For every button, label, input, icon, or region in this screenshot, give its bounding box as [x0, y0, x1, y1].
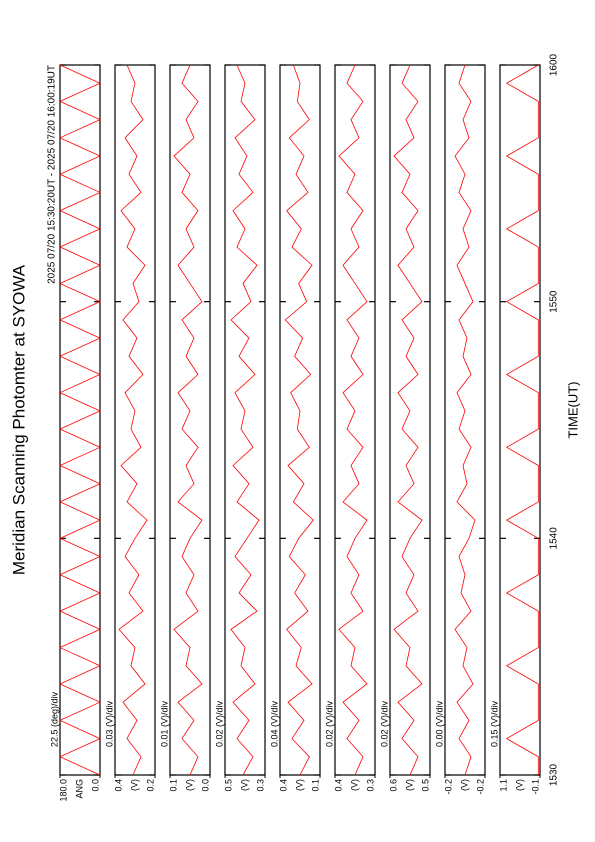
y-tick-label: 0.4 [333, 779, 343, 792]
y-tick-label: 0.5 [420, 779, 430, 792]
panel-frame [334, 64, 376, 776]
y-tick-label: 0.0 [200, 779, 210, 792]
y-tick-label: -0.1 [530, 779, 540, 795]
panel-frame [224, 64, 266, 776]
panel-frame [279, 64, 321, 776]
panel-frame [59, 64, 101, 776]
unit-label: (V) [404, 779, 414, 791]
unit-label: (V) [184, 779, 194, 791]
div-label: 0.02 (V)/div [379, 700, 389, 747]
unit-label: (V) [349, 779, 359, 791]
panel-frame [444, 64, 486, 776]
unit-label: (V) [514, 779, 524, 791]
signal-line [118, 64, 148, 776]
signal-line [230, 64, 260, 776]
y-tick-label: 0.0 [90, 779, 100, 792]
unit-label: (V) [459, 779, 469, 791]
div-label: 0.15 (V)/div [489, 700, 499, 747]
y-tick-label: 0.4 [278, 779, 288, 792]
unit-label: (V) [129, 779, 139, 791]
div-label: 0.03 (V)/div [104, 700, 114, 747]
x-tick-label: 1550 [549, 290, 560, 313]
y-tick-label: 180.0 [58, 779, 68, 802]
x-tick-label: 1600 [549, 53, 560, 76]
div-label: 0.01 (V)/div [159, 700, 169, 747]
panel-frame [389, 64, 431, 776]
signal-line [505, 64, 539, 775]
signal-line [284, 64, 314, 776]
x-axis-label: TIME(UT) [565, 381, 580, 438]
signal-line [338, 64, 368, 776]
div-label: 0.00 (V)/div [434, 700, 444, 747]
plot-area: Meridian Scanning Photomter at SYOWA 202… [9, 53, 580, 801]
div-label: 0.04 (V)/div [269, 700, 279, 747]
x-tick-label: 1530 [549, 763, 560, 786]
panel-frame [169, 64, 211, 776]
y-tick-label: 0.4 [113, 779, 123, 792]
signal-line [454, 64, 476, 776]
y-tick-label: -0.2 [475, 779, 485, 795]
panel-frame [114, 64, 156, 776]
chart-title: Meridian Scanning Photomter at SYOWA [9, 264, 28, 575]
y-tick-label: 0.5 [223, 779, 233, 792]
y-tick-label: 0.6 [388, 779, 398, 792]
y-tick-label: 0.1 [168, 779, 178, 792]
x-tick-label: 1540 [549, 527, 560, 550]
time-range: 2025 07/20 15:30:20UT - 2025 07/20 16:00… [47, 65, 58, 284]
div-label: 22.5 (deg)/div [49, 691, 59, 747]
panel-frame [499, 64, 541, 776]
signal-line [59, 64, 101, 776]
signal-line [173, 64, 203, 776]
div-label: 0.02 (V)/div [324, 700, 334, 747]
y-tick-label: 1.1 [498, 779, 508, 792]
div-label: 0.02 (V)/div [214, 700, 224, 747]
y-tick-label: 0.1 [310, 779, 320, 792]
y-tick-label: 0.3 [365, 779, 375, 792]
y-tick-label: 0.3 [255, 779, 265, 792]
signal-line [393, 64, 423, 776]
y-tick-label: 0.2 [145, 779, 155, 792]
y-tick-label: -0.2 [443, 779, 453, 795]
unit-label: (V) [239, 779, 249, 791]
unit-label: (V) [294, 779, 304, 791]
unit-label: ANG [74, 779, 84, 799]
